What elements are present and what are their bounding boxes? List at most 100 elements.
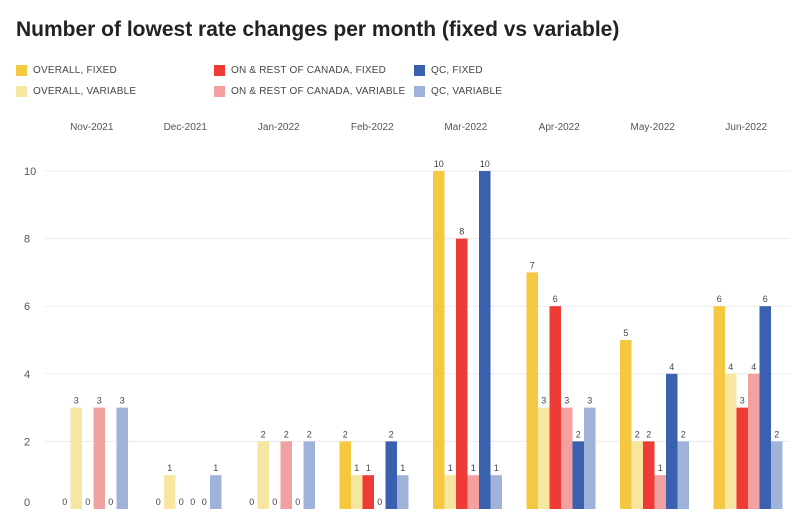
- data-label: 6: [763, 294, 768, 304]
- data-label: 0: [156, 497, 161, 507]
- data-label: 2: [284, 429, 289, 439]
- bar: [456, 238, 468, 509]
- bar: [725, 373, 737, 509]
- bar: [467, 475, 479, 509]
- y-tick-label: 4: [24, 369, 30, 381]
- legend-item[interactable]: ON & REST OF CANADA, VARIABLE: [214, 86, 405, 97]
- bar: [748, 373, 760, 509]
- category-label: May-2022: [631, 122, 676, 133]
- data-label: 10: [434, 159, 444, 169]
- data-label: 3: [541, 396, 546, 406]
- data-label: 10: [480, 159, 490, 169]
- bar: [479, 171, 491, 509]
- legend-label: OVERALL, VARIABLE: [33, 86, 137, 97]
- bar: [654, 475, 666, 509]
- data-label: 1: [400, 463, 405, 473]
- legend-swatch: [214, 86, 225, 97]
- data-label: 0: [190, 497, 195, 507]
- data-label: 2: [389, 429, 394, 439]
- data-label: 2: [774, 429, 779, 439]
- y-tick-label: 10: [24, 166, 36, 178]
- category-label: Jan-2022: [258, 122, 300, 133]
- data-label: 2: [261, 429, 266, 439]
- data-label: 1: [658, 463, 663, 473]
- data-label: 4: [669, 362, 674, 372]
- legend-item[interactable]: QC, FIXED: [414, 65, 483, 76]
- data-label: 1: [448, 463, 453, 473]
- data-label: 6: [717, 294, 722, 304]
- bar: [677, 441, 689, 509]
- y-tick-label: 6: [24, 301, 30, 313]
- legend-swatch: [16, 65, 27, 76]
- bar: [561, 407, 573, 509]
- bar: [713, 306, 725, 509]
- bar: [572, 441, 584, 509]
- legend-label: QC, VARIABLE: [431, 86, 503, 97]
- data-label: 0: [249, 497, 254, 507]
- bar: [257, 441, 269, 509]
- bar: [526, 272, 538, 509]
- bar: [538, 407, 550, 509]
- bar: [210, 475, 222, 509]
- bar: [490, 475, 502, 509]
- category-label: Feb-2022: [351, 122, 394, 133]
- bar: [631, 441, 643, 509]
- data-label: 3: [74, 396, 79, 406]
- category-label: Mar-2022: [444, 122, 487, 133]
- bar: [771, 441, 783, 509]
- data-label: 2: [635, 429, 640, 439]
- data-label: 2: [681, 429, 686, 439]
- bar: [666, 373, 678, 509]
- data-label: 2: [646, 429, 651, 439]
- data-label: 0: [179, 497, 184, 507]
- bar: [736, 407, 748, 509]
- data-label: 1: [213, 463, 218, 473]
- data-label: 0: [202, 497, 207, 507]
- legend-swatch: [214, 65, 225, 76]
- category-label: Jun-2022: [725, 122, 767, 133]
- bar: [385, 441, 397, 509]
- legend-item[interactable]: OVERALL, VARIABLE: [16, 86, 136, 97]
- data-label: 0: [85, 497, 90, 507]
- category-label: Dec-2021: [164, 122, 208, 133]
- data-label: 0: [62, 497, 67, 507]
- legend-item[interactable]: QC, VARIABLE: [414, 86, 502, 97]
- data-label: 4: [728, 362, 733, 372]
- y-tick-label: 2: [24, 436, 30, 448]
- legend-item[interactable]: ON & REST OF CANADA, FIXED: [214, 65, 386, 76]
- data-label: 0: [295, 497, 300, 507]
- y-tick-label: 8: [24, 234, 30, 246]
- legend-label: OVERALL, FIXED: [33, 65, 117, 76]
- legend-item[interactable]: OVERALL, FIXED: [16, 65, 117, 76]
- bar: [164, 475, 176, 509]
- legend-swatch: [16, 86, 27, 97]
- bar: [93, 407, 105, 509]
- data-label: 0: [377, 497, 382, 507]
- data-label: 4: [751, 362, 756, 372]
- data-label: 3: [97, 396, 102, 406]
- bar: [351, 475, 363, 509]
- data-label: 1: [354, 463, 359, 473]
- bar: [759, 306, 771, 509]
- legend-label: ON & REST OF CANADA, FIXED: [231, 65, 387, 76]
- bar: [70, 407, 82, 509]
- bar: [643, 441, 655, 509]
- legend-label: ON & REST OF CANADA, VARIABLE: [231, 86, 406, 97]
- bar: [280, 441, 292, 509]
- data-label: 7: [530, 260, 535, 270]
- data-label: 1: [471, 463, 476, 473]
- legend-swatch: [414, 86, 425, 97]
- data-label: 0: [108, 497, 113, 507]
- data-label: 2: [307, 429, 312, 439]
- data-label: 8: [459, 227, 464, 237]
- bar: [433, 171, 445, 509]
- bar: [339, 441, 351, 509]
- category-label: Nov-2021: [70, 122, 114, 133]
- data-label: 0: [272, 497, 277, 507]
- data-label: 1: [167, 463, 172, 473]
- data-label: 3: [564, 396, 569, 406]
- bar: [116, 407, 128, 509]
- bar: [584, 407, 596, 509]
- bar: [620, 340, 632, 509]
